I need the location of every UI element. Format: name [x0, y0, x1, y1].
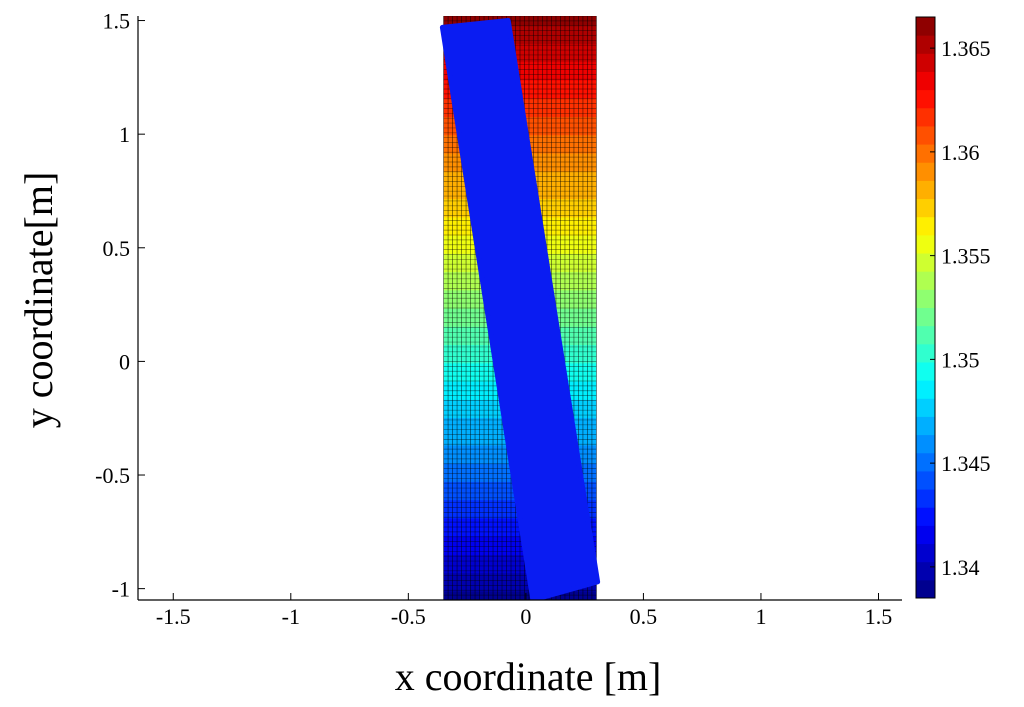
colorbar-border — [915, 16, 936, 599]
colorbar-level — [916, 579, 935, 599]
colorbar-tick-label: 1.365 — [941, 36, 991, 61]
y-tick-label: 1.5 — [103, 9, 131, 34]
colorbar-level — [916, 107, 935, 127]
colorbar-level — [916, 325, 935, 345]
overlay-bar — [439, 18, 601, 600]
colorbar-level — [916, 361, 935, 381]
colorbar-tick-label: 1.34 — [941, 555, 980, 580]
colorbar-tick-label: 1.345 — [941, 451, 991, 476]
y-tick-label: 0.5 — [103, 236, 131, 261]
y-tick-label: 0 — [119, 349, 130, 374]
axes — [137, 16, 902, 601]
x-axis-ticks: -1.5 -1 -0.5 0 0.5 1 1.5 — [156, 593, 892, 629]
colorbar-level — [916, 470, 935, 490]
colorbar-level — [916, 71, 935, 91]
colorbar-level — [916, 398, 935, 417]
x-tick-label: 1.5 — [865, 604, 893, 629]
x-tick-label: -1 — [282, 604, 300, 629]
x-tick-label: -0.5 — [391, 604, 426, 629]
colorbar-level — [916, 507, 935, 526]
colorbar-level — [916, 271, 935, 290]
colorbar-tick-label: 1.35 — [941, 347, 980, 372]
colorbar-level — [916, 253, 935, 272]
colorbar-level — [916, 452, 935, 472]
colorbar-level — [916, 234, 935, 254]
colorbar-level — [916, 125, 935, 145]
plot-area — [439, 16, 601, 600]
colorbar-level — [916, 343, 935, 363]
colorbar-level — [916, 17, 935, 36]
colorbar-level — [916, 53, 935, 72]
colorbar-level — [916, 525, 935, 545]
colorbar-level — [916, 380, 935, 399]
x-tick-label: 0 — [520, 604, 531, 629]
colorbar-level — [916, 416, 935, 436]
colorbar-level — [916, 561, 935, 581]
y-axis-ticks: -1 -0.5 0 0.5 1 1.5 — [95, 9, 145, 602]
colorbar-level — [916, 162, 935, 181]
colorbar-level — [916, 216, 935, 236]
colorbar-level — [916, 89, 935, 109]
colorbar-level — [916, 198, 935, 218]
y-tick-label: -1 — [112, 577, 130, 602]
x-tick-label: -1.5 — [156, 604, 191, 629]
x-axis-label: x coordinate [m] — [395, 654, 662, 699]
colorbar-tick-label: 1.36 — [941, 140, 980, 165]
y-axis-label: y coordinate[m] — [16, 172, 61, 429]
colorbar-level — [916, 543, 935, 563]
colorbar — [915, 16, 936, 599]
colorbar-level — [916, 489, 935, 508]
colorbar-level — [916, 180, 935, 200]
colorbar-level — [916, 144, 935, 163]
colorbar-level — [916, 35, 935, 54]
x-tick-label: 1 — [755, 604, 766, 629]
y-tick-label: -0.5 — [95, 463, 130, 488]
y-tick-label: 1 — [119, 122, 130, 147]
colorbar-ticks: 1.34 1.345 1.35 1.355 1.36 1.365 — [930, 36, 991, 580]
x-tick-label: 0.5 — [630, 604, 658, 629]
colorbar-level — [916, 289, 935, 308]
colorbar-level — [916, 434, 935, 454]
colorbar-tick-label: 1.355 — [941, 244, 991, 269]
colorbar-level — [916, 307, 935, 327]
